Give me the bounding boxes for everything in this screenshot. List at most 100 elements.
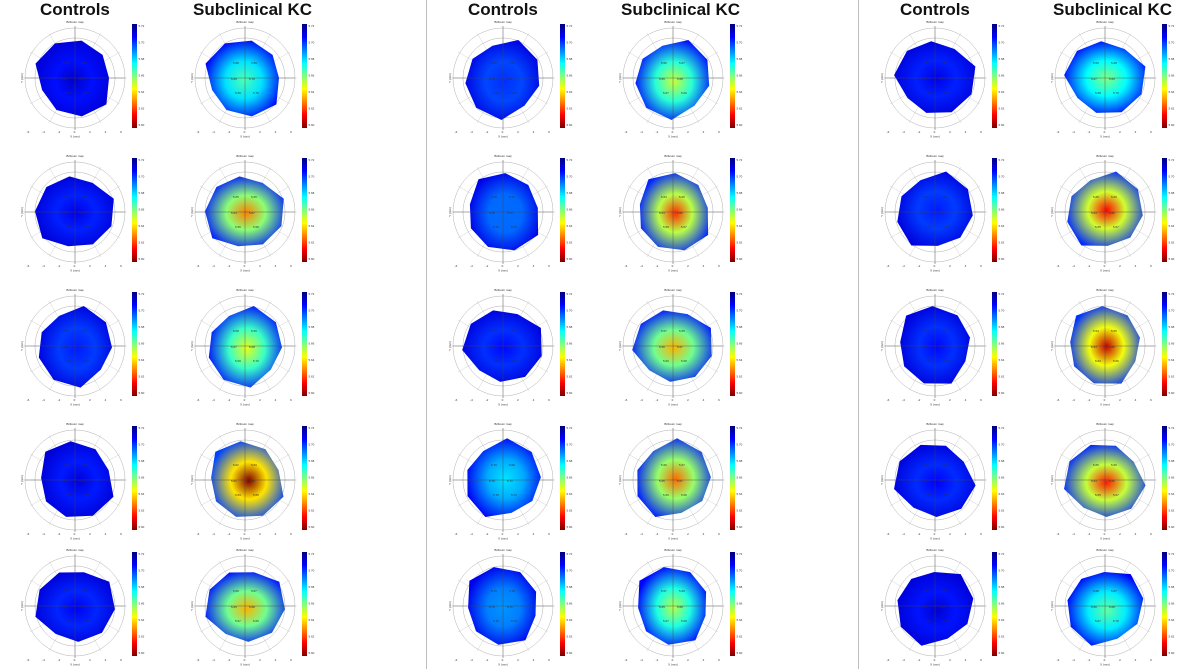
map-value-label: 5.69 [509,463,515,467]
colorbar [1162,158,1167,262]
colorbar-tick-label: 5.68 [309,585,315,589]
x-tick-label: -4 [902,264,905,268]
y-axis-label: Y (mm) [880,73,884,83]
map-value-label: 5.66 [233,589,239,593]
x-tick-label: 4 [105,532,107,536]
map-value-label: 5.72 [79,605,85,609]
x-tick-label: -6 [27,398,30,402]
map-value-label: 5.66 [251,195,257,199]
map-value-label: 5.67 [677,345,683,349]
map-title: Brillouin map [494,154,512,158]
colorbar-tick-label: 5.68 [309,325,315,329]
colorbar-tick-label: 5.68 [1169,585,1175,589]
x-axis-label: X (mm) [1100,537,1110,541]
map-value-label: 5.72 [925,493,931,497]
colorbar-tick-label: 5.70 [1169,569,1175,573]
colorbar-tick-label: 5.62 [139,241,145,245]
x-tick-label: -4 [640,264,643,268]
map-title: Brillouin map [926,422,944,426]
x-tick-label: 2 [517,658,519,662]
map-value-label: 5.71 [507,605,513,609]
colorbar-tick-label: 5.62 [309,509,315,513]
x-axis-label: X (mm) [498,403,508,407]
colorbar-tick-label: 5.60 [1169,525,1175,529]
map-value-label: 5.66 [1091,605,1097,609]
colorbar-tick-label: 5.60 [999,123,1005,127]
map-value-label: 5.66 [659,345,665,349]
colorbar-tick-label: 5.68 [999,585,1005,589]
x-tick-label: 2 [687,130,689,134]
colorbar-tick-label: 5.68 [999,191,1005,195]
map-value-label: 5.64 [231,211,237,215]
brillouin-map: Brillouin map 5.70 5.69 5.70 5.71 5.70 5.71 -6 -… [448,420,573,540]
colorbar-tick-label: 5.68 [567,459,573,463]
x-tick-label: 2 [517,398,519,402]
colorbar-tick-label: 5.62 [567,509,573,513]
map-region [465,40,540,120]
x-tick-label: -6 [197,658,200,662]
map-value-label: 5.70 [61,345,67,349]
map-value-label: 5.70 [1113,619,1119,623]
map-value-label: 5.64 [661,195,667,199]
colorbar-tick-label: 5.62 [309,241,315,245]
map-value-label: 5.65 [253,493,259,497]
y-axis-label: Y (mm) [190,475,194,485]
colorbar-tick-label: 5.66 [737,602,743,606]
map-value-label: 5.71 [925,225,931,229]
y-axis-label: Y (mm) [20,475,24,485]
map-value-label: 5.68 [1093,589,1099,593]
colorbar-tick-label: 5.70 [567,443,573,447]
colorbar-tick-label: 5.68 [1169,325,1175,329]
x-tick-label: -6 [625,658,628,662]
y-axis-label: Y (mm) [618,341,622,351]
colorbar-tick-label: 5.66 [1169,342,1175,346]
colorbar-tick-label: 5.72 [309,158,315,162]
colorbar-tick-label: 5.62 [567,635,573,639]
x-tick-label: 0 [672,398,674,402]
x-tick-label: -4 [640,532,643,536]
colorbar-tick-label: 5.72 [567,292,573,296]
colorbar-tick-label: 5.60 [1169,651,1175,655]
map-value-label: 5.71 [509,61,515,65]
colorbar-tick-label: 5.64 [309,224,315,228]
x-tick-label: 0 [244,398,246,402]
x-tick-label: 6 [1150,398,1152,402]
x-tick-label: -2 [918,532,921,536]
x-tick-label: 0 [244,658,246,662]
map-value-label: 5.70 [493,619,499,623]
map-value-label: 5.72 [939,345,945,349]
y-axis-label: Y (mm) [20,73,24,83]
x-tick-label: 4 [533,398,535,402]
map-value-label: 5.66 [661,61,667,65]
colorbar-tick-label: 5.62 [309,107,315,111]
colorbar-tick-label: 5.72 [737,552,743,556]
x-tick-label: -4 [470,532,473,536]
x-axis-label: X (mm) [668,537,678,541]
colorbar-tick-label: 5.68 [1169,459,1175,463]
colorbar [302,292,307,396]
colorbar-tick-label: 5.64 [1169,358,1175,362]
y-axis-label: Y (mm) [1050,207,1054,217]
colorbar-tick-label: 5.64 [567,618,573,622]
map-value-label: 5.70 [493,225,499,229]
colorbar-tick-label: 5.68 [139,57,145,61]
colorbar-tick-label: 5.70 [737,569,743,573]
map-value-label: 5.67 [679,61,685,65]
map-value-label: 5.68 [677,77,683,81]
map-value-label: 5.71 [507,479,513,483]
x-tick-label: 6 [980,130,982,134]
colorbar-tick-label: 5.66 [1169,74,1175,78]
x-tick-label: -4 [1072,532,1075,536]
y-axis-label: Y (mm) [880,341,884,351]
map-value-label: 5.72 [939,605,945,609]
x-tick-label: -6 [197,264,200,268]
map-value-label: 5.72 [493,91,499,95]
colorbar-tick-label: 5.72 [139,158,145,162]
colorbar-tick-label: 5.72 [567,426,573,430]
map-value-label: 5.72 [83,493,89,497]
x-tick-label: 4 [275,130,277,134]
x-axis-label: X (mm) [498,269,508,273]
colorbar-tick-label: 5.62 [567,241,573,245]
map-value-label: 5.72 [943,91,949,95]
map-value-label: 5.72 [511,225,517,229]
